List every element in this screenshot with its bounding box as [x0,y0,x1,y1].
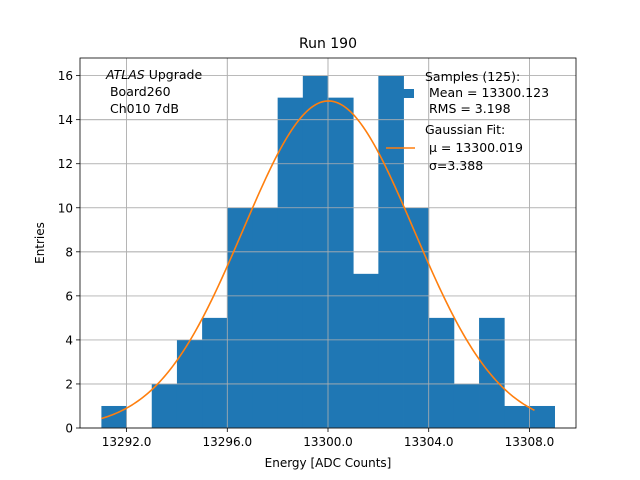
y-tick-label: 16 [58,69,73,83]
x-axis-label: Energy [ADC Counts] [265,456,392,470]
x-axis-ticks: 13292.0 13296.0 13300.0 13304.0 13308.0 [102,428,554,449]
gaussian-fit-curve [101,100,535,420]
histogram-bar [353,273,379,428]
y-tick-label: 0 [65,422,73,436]
annotation-upgrade: Upgrade [145,67,203,82]
x-tick-label: 13292.0 [102,435,152,449]
annotation-line-1: ATLAS Upgrade [105,67,202,82]
annotation-line-2: Board260 [106,84,171,99]
x-tick-label: 13300.0 [303,435,353,449]
x-tick-label: 13296.0 [202,435,252,449]
legend: Samples (125): Mean = 13300.123 RMS = 3.… [386,69,549,173]
histogram-bar [202,317,228,428]
y-tick-label: 2 [65,377,73,391]
annotation-line-3: Ch010 7dB [106,101,179,116]
histogram-bar [428,317,455,428]
legend-fit-mu: μ = 13300.019 [425,140,523,155]
histogram-bar [151,383,178,428]
y-tick-label: 6 [65,289,73,303]
atlas-annotation: ATLAS Upgrade Board260 Ch010 7dB [105,67,202,116]
histogram-bars [101,75,555,429]
legend-samples-swatch [401,89,414,98]
y-axis-label: Entries [33,222,47,264]
histogram-bar [529,405,555,428]
chart-title: Run 190 [299,36,357,52]
y-axis-ticks: 0 2 4 6 8 10 12 14 16 [58,69,80,436]
legend-samples-label: Samples (125): [425,69,520,84]
x-tick-label: 13304.0 [404,435,454,449]
histogram-bar [453,383,480,428]
histogram-bar [227,207,253,428]
y-tick-label: 8 [65,245,73,259]
legend-samples-rms: RMS = 3.198 [425,101,511,116]
histogram-bar [277,97,304,429]
histogram-bar [504,405,530,428]
y-tick-label: 12 [58,157,73,171]
x-tick-label: 13308.0 [505,435,555,449]
histogram-bar [479,317,505,428]
grid-overlay [80,58,576,429]
histogram-bar [252,207,279,428]
annotation-atlas: ATLAS [105,67,145,82]
legend-fit-label: Gaussian Fit: [425,122,505,137]
y-tick-label: 10 [58,201,73,215]
legend-samples-mean: Mean = 13300.123 [425,85,549,100]
legend-fit-sigma: σ=3.388 [425,158,483,173]
y-tick-label: 4 [65,333,73,347]
gaussian-fit-line [101,100,535,420]
histogram-bar [328,97,354,429]
y-tick-label: 14 [58,113,73,127]
histogram-bar [403,207,430,428]
